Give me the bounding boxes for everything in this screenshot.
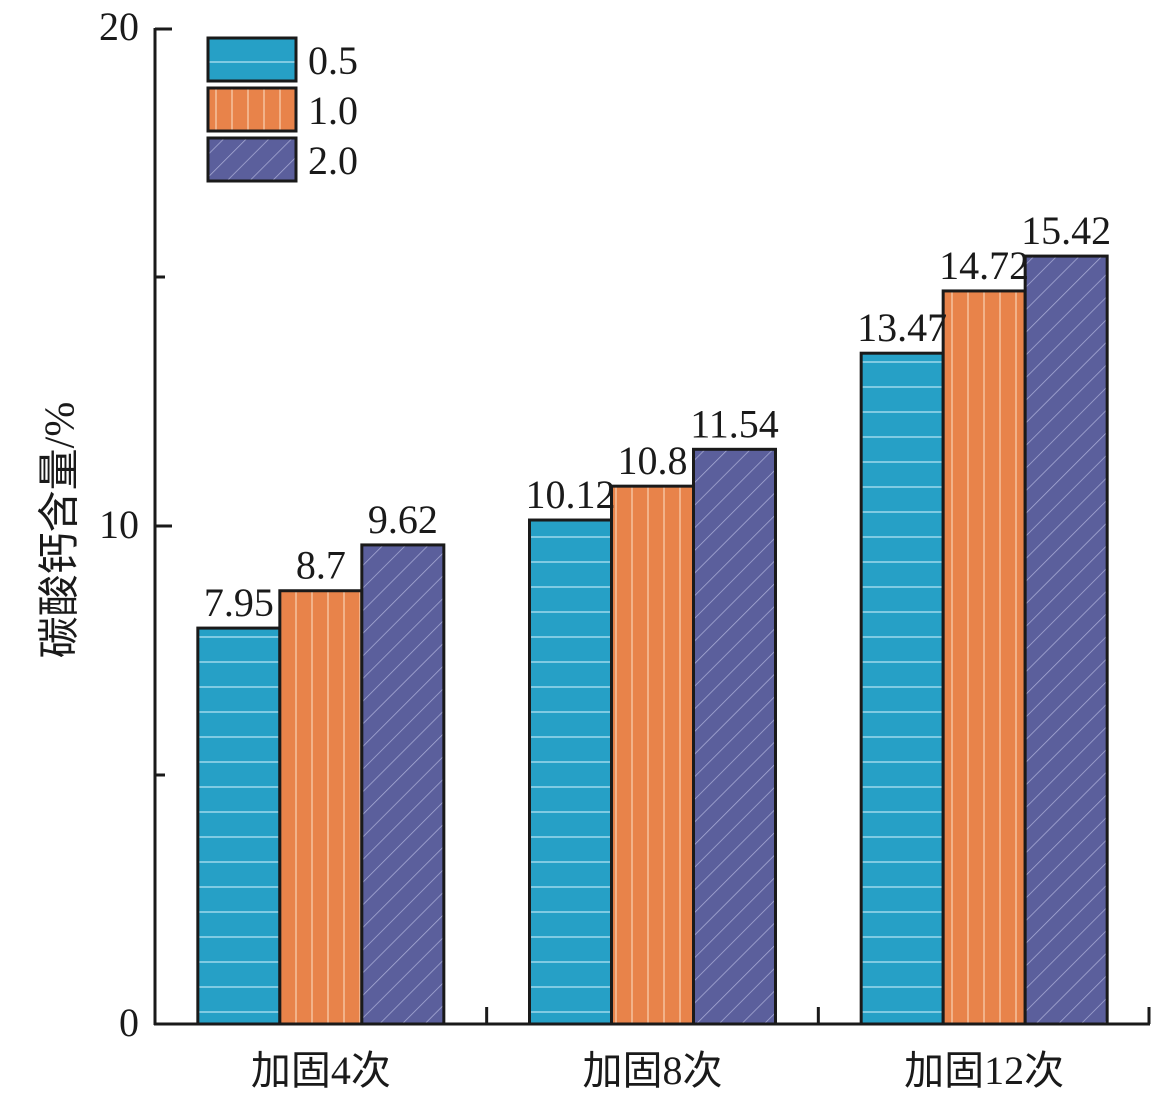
y-tick-label: 0 xyxy=(119,1000,139,1045)
bar-2.0-2 xyxy=(692,447,777,1026)
bar-2.0-3 xyxy=(1023,254,1109,1026)
y-tick-label: 10 xyxy=(99,502,139,547)
legend-label: 1.0 xyxy=(308,88,358,133)
x-category-label: 加固12次 xyxy=(904,1048,1064,1093)
data-label: 9.62 xyxy=(368,497,438,542)
data-label: 15.42 xyxy=(1021,208,1111,253)
legend-label: 2.0 xyxy=(308,138,358,183)
bars-layer xyxy=(196,254,1109,1026)
bar-0.5-3 xyxy=(859,351,945,1026)
data-label: 8.7 xyxy=(296,543,346,588)
bar-2.0-1 xyxy=(360,543,446,1026)
data-label: 10.8 xyxy=(618,438,688,483)
legend-label: 0.5 xyxy=(308,38,358,83)
bar-1.0-3 xyxy=(941,289,1027,1026)
bar-0.5-1 xyxy=(196,626,282,1026)
legend: 0.5 1.0 2.0 xyxy=(206,36,358,183)
legend-swatch-0.5 xyxy=(206,36,298,83)
y-ticks: 0 10 20 xyxy=(99,4,172,1045)
x-category-label: 加固4次 xyxy=(251,1048,391,1093)
data-label: 14.72 xyxy=(939,243,1029,288)
legend-swatch-2.0 xyxy=(206,136,298,183)
x-category-label: 加固8次 xyxy=(583,1048,723,1093)
data-label: 7.95 xyxy=(204,580,274,625)
bar-0.5-2 xyxy=(528,518,613,1026)
y-tick-label: 20 xyxy=(99,4,139,49)
data-label: 10.12 xyxy=(526,472,616,517)
bar-1.0-1 xyxy=(278,589,364,1026)
data-label: 13.47 xyxy=(857,305,947,350)
legend-swatch-1.0 xyxy=(206,86,298,133)
y-axis-title: 碳酸钙含量/% xyxy=(38,402,84,659)
data-label: 11.54 xyxy=(690,401,779,446)
bar-1.0-2 xyxy=(610,484,695,1026)
x-ticks: 加固4次 加固8次 加固12次 xyxy=(251,1007,1151,1093)
